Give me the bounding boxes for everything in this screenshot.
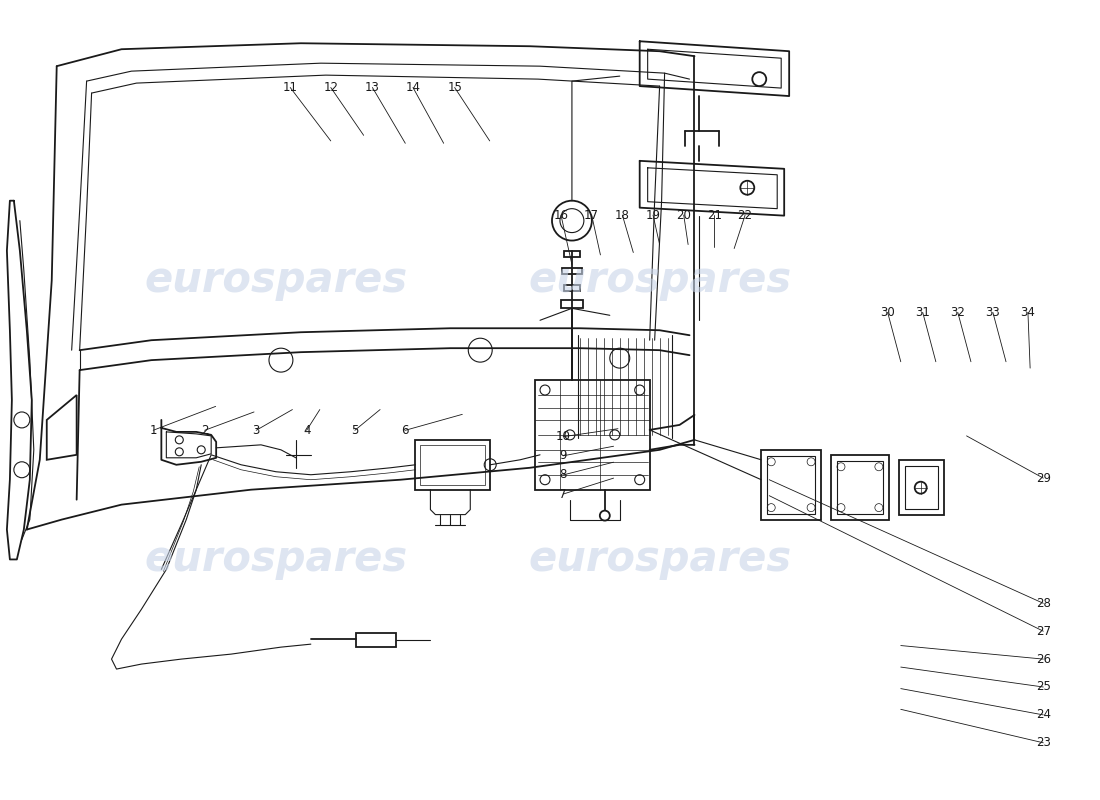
Bar — [564, 286, 580, 291]
Text: 30: 30 — [880, 306, 895, 319]
Text: 10: 10 — [556, 430, 571, 443]
Bar — [561, 300, 583, 308]
Bar — [837, 461, 883, 514]
Text: 34: 34 — [1021, 306, 1035, 319]
Text: 26: 26 — [1036, 653, 1050, 666]
Text: 23: 23 — [1036, 736, 1050, 750]
Bar — [761, 450, 821, 519]
Text: 4: 4 — [302, 424, 310, 437]
Text: 8: 8 — [560, 469, 566, 482]
Text: 12: 12 — [323, 81, 339, 94]
Text: 6: 6 — [402, 424, 409, 437]
Text: eurospares: eurospares — [144, 259, 407, 302]
Text: 24: 24 — [1036, 709, 1050, 722]
Text: 25: 25 — [1036, 681, 1050, 694]
Bar — [899, 460, 944, 514]
Text: 1: 1 — [150, 424, 157, 437]
Bar — [355, 633, 396, 647]
Bar — [905, 466, 937, 509]
Text: 5: 5 — [351, 424, 359, 437]
Text: 20: 20 — [676, 209, 691, 222]
Text: 31: 31 — [915, 306, 931, 319]
Text: 27: 27 — [1036, 625, 1050, 638]
Bar — [830, 455, 889, 519]
Text: eurospares: eurospares — [528, 538, 791, 581]
Text: 33: 33 — [986, 306, 1000, 319]
Text: 2: 2 — [201, 424, 209, 437]
Text: 18: 18 — [615, 209, 630, 222]
Text: 3: 3 — [253, 424, 260, 437]
Text: 29: 29 — [1036, 472, 1050, 485]
Text: eurospares: eurospares — [144, 538, 407, 581]
Text: 9: 9 — [560, 450, 566, 462]
Text: eurospares: eurospares — [528, 259, 791, 302]
Bar — [562, 269, 582, 274]
Bar — [564, 250, 580, 257]
Text: 28: 28 — [1036, 597, 1050, 610]
Bar — [535, 380, 650, 490]
Text: 32: 32 — [950, 306, 965, 319]
Bar — [416, 440, 491, 490]
Text: 14: 14 — [406, 81, 420, 94]
Bar — [420, 445, 485, 485]
Text: 17: 17 — [584, 209, 600, 222]
Text: 13: 13 — [365, 81, 380, 94]
Bar — [767, 456, 815, 514]
Text: 21: 21 — [707, 209, 722, 222]
Text: 11: 11 — [283, 81, 298, 94]
Text: 15: 15 — [448, 81, 462, 94]
Text: 16: 16 — [553, 209, 569, 222]
Text: 7: 7 — [560, 487, 566, 501]
Text: 19: 19 — [646, 209, 660, 222]
Text: 22: 22 — [738, 209, 752, 222]
